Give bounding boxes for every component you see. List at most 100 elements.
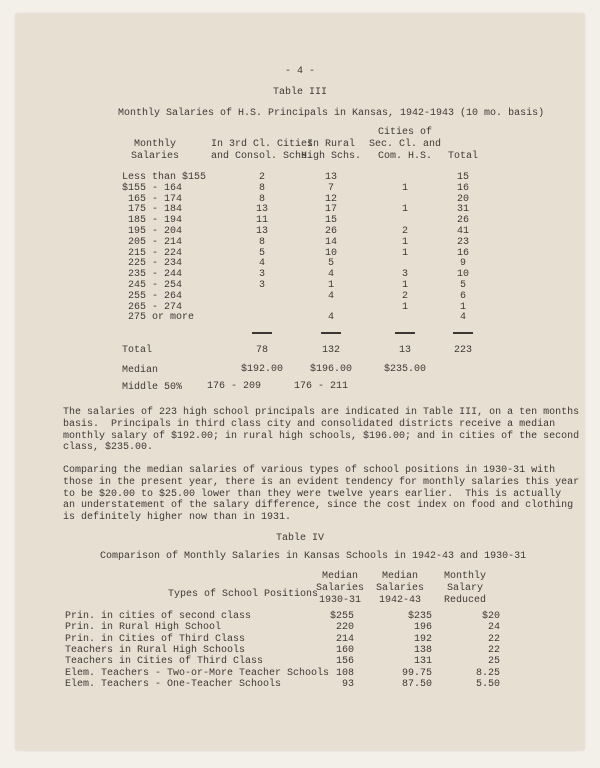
table-iv-cell-c1: 93 bbox=[341, 678, 354, 690]
table-iii-cell-total: 1 bbox=[459, 301, 467, 313]
table-iii-cell-c1: 2 bbox=[258, 172, 266, 183]
table-iii-cell-c2: 10 bbox=[324, 247, 338, 259]
table-iii-cell-c1: 13 bbox=[255, 226, 269, 237]
table-iv-cell-c1: $255 bbox=[329, 611, 354, 622]
salary-range: 265 - 274 bbox=[122, 301, 183, 313]
table-iii-cell-c2: 5 bbox=[327, 258, 335, 270]
table-iii-cell-c2: 7 bbox=[327, 182, 335, 194]
table-iii-header-col3: Cities of bbox=[377, 127, 433, 138]
table-iv-header-c2: 1942-43 bbox=[378, 595, 422, 606]
paragraph-line: those in the present year, there is an e… bbox=[63, 476, 580, 488]
median-label: Median bbox=[122, 365, 159, 376]
total-c2: 132 bbox=[321, 345, 341, 356]
salary-range: Less than $155 bbox=[122, 172, 207, 183]
salary-range: 245 - 254 bbox=[122, 280, 183, 291]
table-iv-header-c3: Monthly bbox=[443, 571, 487, 582]
table-iii-header-salaries: Monthly bbox=[133, 139, 177, 150]
table-iii-cell-c3: 1 bbox=[401, 301, 409, 313]
table-iii-cell-c2: 26 bbox=[324, 226, 338, 237]
total-label: Total bbox=[122, 345, 153, 356]
table-iv-header-c3: Salary bbox=[446, 583, 484, 594]
table-iv-cell-c1: 156 bbox=[335, 656, 354, 668]
salary-range: 275 or more bbox=[122, 312, 195, 324]
table-iii-cell-c2: 1 bbox=[327, 280, 335, 291]
table-iv-cell-c1: 160 bbox=[335, 644, 354, 656]
table-iv-cell-c3: $20 bbox=[481, 611, 500, 622]
table-iii-header-col1: In 3rd Cl. Cities bbox=[210, 139, 314, 150]
sum-rule bbox=[321, 332, 341, 334]
table-iii-cell-total: 9 bbox=[459, 258, 467, 270]
table-iii-cell-c1: 3 bbox=[258, 280, 266, 291]
table-iv-header-c2: Median bbox=[381, 571, 419, 582]
document-page bbox=[16, 14, 584, 750]
table-iii-cell-total: 16 bbox=[456, 182, 470, 194]
sum-rule bbox=[395, 332, 415, 334]
position-type: Prin. in Rural High School bbox=[65, 622, 222, 634]
table-iv-header-c1: Median bbox=[321, 571, 359, 582]
table-iii-cell-c1: 3 bbox=[258, 269, 266, 281]
table-iv-title: Comparison of Monthly Salaries in Kansas… bbox=[100, 551, 527, 562]
table-iii-cell-c1: 13 bbox=[255, 204, 269, 216]
salary-range: 225 - 234 bbox=[122, 258, 183, 270]
table-iii-cell-c2: 4 bbox=[327, 269, 335, 281]
table-iii-cell-c3: 1 bbox=[401, 182, 409, 194]
paragraph-line: an understatement of the salary differen… bbox=[63, 500, 574, 512]
table-iii-cell-total: 16 bbox=[456, 247, 470, 259]
table-iii-cell-total: 41 bbox=[456, 226, 470, 237]
paragraph-line: to be $20.00 to $25.00 lower than they w… bbox=[63, 488, 562, 500]
table-iv-cell-c2: 131 bbox=[413, 656, 432, 668]
table-iii-cell-c1: 8 bbox=[258, 236, 266, 248]
table-iv-cell-c1: 214 bbox=[335, 633, 354, 645]
table-iii-label: Table III bbox=[272, 87, 328, 98]
middle-50-c1: 176 - 209 bbox=[206, 381, 262, 392]
table-iii-cell-c1: 5 bbox=[258, 247, 266, 259]
table-iv-cell-c2: 87.50 bbox=[401, 678, 432, 690]
total-c1: 78 bbox=[255, 345, 269, 356]
table-iv-cell-c3: 22 bbox=[487, 633, 500, 645]
salary-range: 205 - 214 bbox=[122, 236, 183, 248]
table-iv-header-c1: Salaries bbox=[315, 583, 365, 594]
table-iii-header-salaries: Salaries bbox=[130, 151, 180, 162]
table-iv-header-type: Types of School Positions bbox=[168, 589, 319, 600]
table-iv-header-c1: 1930-31 bbox=[318, 595, 362, 606]
salary-range: 195 - 204 bbox=[122, 226, 183, 237]
paragraph-line: is definitely higher now than in 1931. bbox=[63, 512, 292, 524]
table-iii-title: Monthly Salaries of H.S. Principals in K… bbox=[118, 108, 545, 119]
salary-range: 215 - 224 bbox=[122, 247, 183, 259]
table-iv-header-c3: Reduced bbox=[443, 595, 487, 606]
position-type: Prin. in Cities of Third Class bbox=[65, 633, 246, 645]
table-iii-cell-total: 4 bbox=[459, 312, 467, 324]
total-c3: 13 bbox=[398, 345, 412, 356]
table-iii-cell-c2: 17 bbox=[324, 204, 338, 216]
table-iv-cell-c3: 24 bbox=[487, 622, 500, 634]
table-iv-cell-c2: 196 bbox=[413, 622, 432, 634]
paragraph-line: Comparing the median salaries of various… bbox=[63, 465, 556, 476]
salary-range: 175 - 184 bbox=[122, 204, 183, 216]
table-iii-cell-total: 6 bbox=[459, 290, 467, 302]
table-iv-cell-c3: 8.25 bbox=[475, 667, 500, 679]
table-iii-cell-c3: 3 bbox=[401, 269, 409, 281]
table-iii-cell-c2: 15 bbox=[324, 215, 338, 227]
table-iv-cell-c2: 138 bbox=[413, 644, 432, 656]
table-iii-cell-c2: 4 bbox=[327, 312, 335, 324]
median-c2: $196.00 bbox=[309, 364, 353, 375]
salary-range: 235 - 244 bbox=[122, 269, 183, 281]
paragraph-line: basis. Principals in third class city an… bbox=[63, 418, 556, 430]
table-iii-cell-c1: 11 bbox=[255, 215, 269, 227]
table-iii-cell-c2: 12 bbox=[324, 193, 338, 205]
table-iii-cell-total: 10 bbox=[456, 269, 470, 281]
table-iii-header-col2: In Rural bbox=[306, 139, 356, 150]
table-iii-header-col2: High Schs. bbox=[300, 151, 362, 162]
table-iii-cell-c3: 1 bbox=[401, 247, 409, 259]
table-iii-cell-total: 5 bbox=[459, 280, 467, 291]
table-iii-cell-c3: 1 bbox=[401, 204, 409, 216]
median-c3: $235.00 bbox=[383, 364, 427, 375]
salary-range: $155 - 164 bbox=[122, 182, 183, 194]
position-type: Prin. in cities of second class bbox=[65, 611, 252, 622]
table-iii-cell-c3: 1 bbox=[401, 280, 409, 291]
sum-rule bbox=[252, 332, 272, 334]
table-iv-cell-c3: 5.50 bbox=[475, 678, 500, 690]
table-iv-cell-c2: 192 bbox=[413, 633, 432, 645]
median-c1: $192.00 bbox=[240, 364, 284, 375]
